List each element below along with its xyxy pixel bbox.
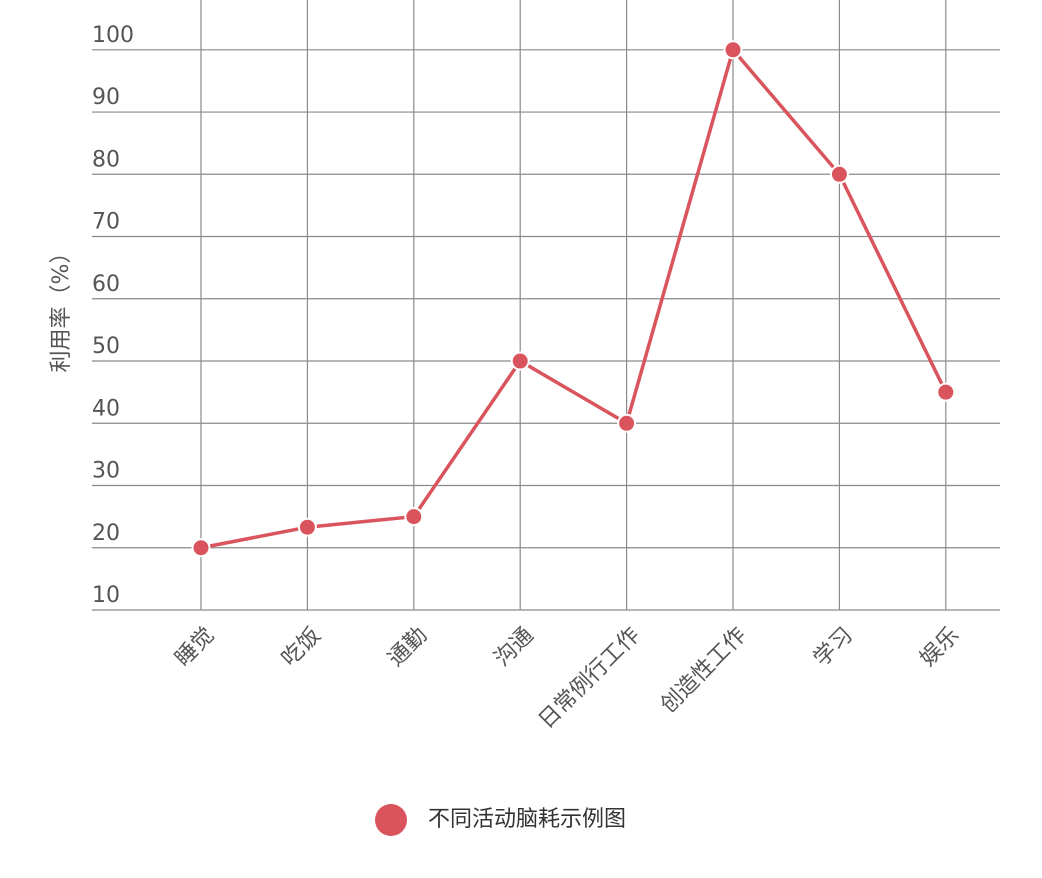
legend-marker bbox=[375, 804, 407, 836]
x-tick-label: 吃饭 bbox=[277, 623, 326, 672]
y-tick-label: 100 bbox=[92, 23, 134, 48]
x-tick-label: 创造性工作 bbox=[656, 623, 751, 718]
data-point bbox=[510, 351, 530, 371]
x-tick-label: 日常例行工作 bbox=[534, 623, 645, 734]
y-tick-label: 50 bbox=[92, 334, 120, 359]
y-tick-label: 20 bbox=[92, 521, 120, 546]
x-tick-label: 睡觉 bbox=[171, 623, 220, 672]
data-point bbox=[191, 538, 211, 558]
y-tick-label: 60 bbox=[92, 272, 120, 297]
y-axis-label: 利用率（%） bbox=[49, 242, 74, 373]
series-line bbox=[200, 46, 948, 550]
data-point bbox=[723, 40, 743, 60]
x-tick-label: 通勤 bbox=[383, 623, 432, 672]
y-tick-label: 30 bbox=[92, 459, 120, 484]
y-tick-label: 70 bbox=[92, 210, 120, 235]
data-point bbox=[404, 507, 424, 527]
data-point bbox=[936, 382, 956, 402]
x-tick-label: 沟通 bbox=[490, 623, 539, 672]
y-tick-label: 40 bbox=[92, 396, 120, 421]
x-tick-label: 学习 bbox=[809, 623, 858, 672]
data-point bbox=[617, 413, 637, 433]
legend-label: 不同活动脑耗示例图 bbox=[428, 807, 626, 832]
x-tick-label: 娱乐 bbox=[915, 623, 964, 672]
y-tick-label: 90 bbox=[92, 85, 120, 110]
y-tick-label: 80 bbox=[92, 147, 120, 172]
y-tick-label: 10 bbox=[92, 583, 120, 608]
data-point bbox=[829, 164, 849, 184]
data-point bbox=[297, 517, 317, 537]
